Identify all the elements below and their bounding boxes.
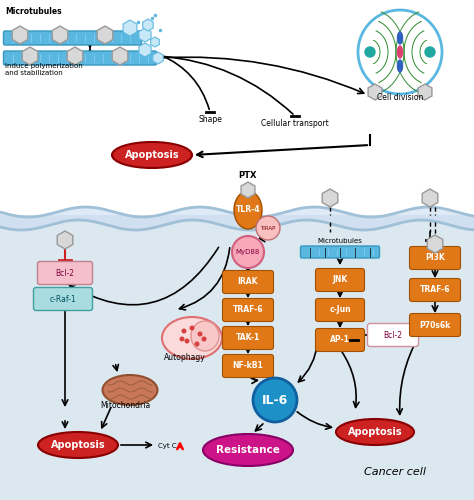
Polygon shape bbox=[322, 189, 338, 207]
Text: Cyt C: Cyt C bbox=[158, 443, 177, 449]
Polygon shape bbox=[139, 43, 151, 57]
Circle shape bbox=[365, 47, 375, 57]
Ellipse shape bbox=[38, 432, 118, 458]
Polygon shape bbox=[12, 26, 28, 44]
Ellipse shape bbox=[102, 375, 157, 405]
Polygon shape bbox=[427, 235, 443, 253]
Circle shape bbox=[201, 336, 207, 342]
Text: TIRAP: TIRAP bbox=[260, 226, 276, 230]
Text: Bcl-2: Bcl-2 bbox=[55, 268, 74, 278]
Circle shape bbox=[425, 47, 435, 57]
Text: Induce polymerization
and stabilization: Induce polymerization and stabilization bbox=[5, 63, 83, 76]
FancyBboxPatch shape bbox=[367, 324, 419, 346]
Text: PI3K: PI3K bbox=[425, 254, 445, 262]
FancyBboxPatch shape bbox=[301, 246, 380, 258]
FancyBboxPatch shape bbox=[3, 31, 142, 45]
Polygon shape bbox=[52, 26, 68, 44]
Circle shape bbox=[194, 342, 200, 346]
FancyBboxPatch shape bbox=[410, 246, 461, 270]
Text: Shape: Shape bbox=[198, 115, 222, 124]
Polygon shape bbox=[22, 47, 38, 65]
Circle shape bbox=[182, 328, 186, 334]
Text: TLR-4: TLR-4 bbox=[236, 206, 260, 214]
FancyBboxPatch shape bbox=[3, 51, 156, 65]
Ellipse shape bbox=[203, 434, 293, 466]
FancyBboxPatch shape bbox=[316, 328, 365, 351]
Ellipse shape bbox=[398, 46, 402, 58]
Polygon shape bbox=[153, 52, 163, 64]
Text: Mitochondria: Mitochondria bbox=[100, 401, 150, 410]
Circle shape bbox=[184, 338, 190, 344]
Text: Autophagy: Autophagy bbox=[164, 353, 206, 362]
Circle shape bbox=[256, 216, 280, 240]
Polygon shape bbox=[97, 26, 113, 44]
Text: Bcl-2: Bcl-2 bbox=[383, 330, 402, 340]
Ellipse shape bbox=[336, 419, 414, 445]
Text: PTX: PTX bbox=[239, 171, 257, 180]
Polygon shape bbox=[0, 215, 474, 500]
FancyBboxPatch shape bbox=[410, 314, 461, 336]
Text: Microtubules: Microtubules bbox=[318, 238, 363, 244]
Ellipse shape bbox=[162, 317, 222, 359]
Text: Apoptosis: Apoptosis bbox=[125, 150, 179, 160]
Ellipse shape bbox=[112, 142, 192, 168]
Text: Cellular transport: Cellular transport bbox=[261, 119, 329, 128]
Circle shape bbox=[253, 378, 297, 422]
Polygon shape bbox=[112, 47, 128, 65]
Ellipse shape bbox=[398, 32, 402, 44]
Text: TAK-1: TAK-1 bbox=[236, 334, 260, 342]
Polygon shape bbox=[139, 28, 151, 42]
Polygon shape bbox=[241, 182, 255, 198]
FancyBboxPatch shape bbox=[222, 298, 273, 322]
Circle shape bbox=[180, 336, 184, 342]
Circle shape bbox=[198, 332, 202, 336]
Text: Microtubules: Microtubules bbox=[5, 7, 62, 16]
Text: NF-kB1: NF-kB1 bbox=[233, 362, 264, 370]
FancyBboxPatch shape bbox=[316, 268, 365, 291]
Text: Resistance: Resistance bbox=[216, 445, 280, 455]
FancyBboxPatch shape bbox=[37, 262, 92, 284]
Polygon shape bbox=[57, 231, 73, 249]
Circle shape bbox=[232, 236, 264, 268]
Ellipse shape bbox=[398, 60, 402, 72]
FancyBboxPatch shape bbox=[222, 270, 273, 293]
Text: JNK: JNK bbox=[332, 276, 347, 284]
Text: MyD88: MyD88 bbox=[236, 249, 260, 255]
Text: IL-6: IL-6 bbox=[262, 394, 288, 406]
Circle shape bbox=[190, 326, 194, 330]
Circle shape bbox=[358, 10, 442, 94]
FancyBboxPatch shape bbox=[316, 298, 365, 322]
Text: P70s6k: P70s6k bbox=[419, 320, 451, 330]
FancyBboxPatch shape bbox=[222, 354, 273, 378]
Text: Cancer cell: Cancer cell bbox=[364, 467, 426, 477]
Text: Cell division: Cell division bbox=[377, 93, 423, 102]
FancyBboxPatch shape bbox=[410, 278, 461, 301]
FancyBboxPatch shape bbox=[34, 288, 92, 310]
Text: Apoptosis: Apoptosis bbox=[348, 427, 402, 437]
Text: c-Jun: c-Jun bbox=[329, 306, 351, 314]
Text: TRAF-6: TRAF-6 bbox=[233, 306, 263, 314]
Text: c-Raf-1: c-Raf-1 bbox=[50, 294, 76, 304]
Text: TRAF-6: TRAF-6 bbox=[420, 286, 450, 294]
Text: AP-1: AP-1 bbox=[330, 336, 350, 344]
FancyBboxPatch shape bbox=[222, 326, 273, 349]
Polygon shape bbox=[422, 189, 438, 207]
Polygon shape bbox=[143, 19, 153, 31]
Ellipse shape bbox=[191, 321, 219, 351]
Ellipse shape bbox=[234, 191, 262, 229]
Polygon shape bbox=[368, 84, 382, 100]
Polygon shape bbox=[151, 37, 159, 47]
Polygon shape bbox=[67, 47, 83, 65]
Polygon shape bbox=[418, 84, 432, 100]
Polygon shape bbox=[123, 20, 137, 36]
Text: Apoptosis: Apoptosis bbox=[51, 440, 105, 450]
Text: IRAK: IRAK bbox=[238, 278, 258, 286]
